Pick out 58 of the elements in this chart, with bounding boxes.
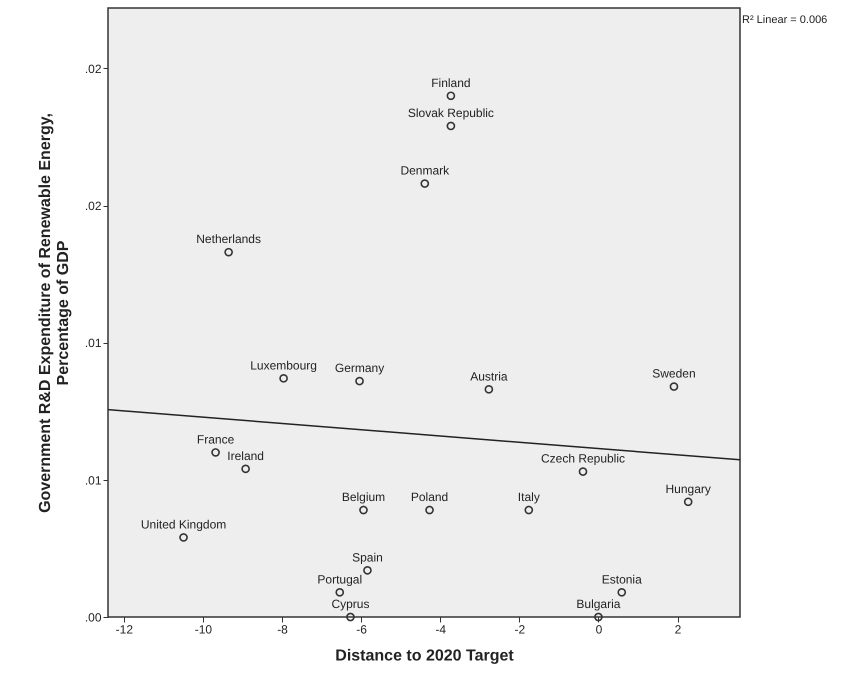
annotation: Spain <box>352 550 383 564</box>
y-tick-label: .02 <box>84 199 102 214</box>
x-tick-label: -8 <box>277 622 288 636</box>
point <box>617 588 626 597</box>
x-tick-label: -6 <box>356 622 368 636</box>
annotation: Poland <box>410 490 448 504</box>
annotation: France <box>196 432 235 446</box>
annotation: Sweden <box>652 366 696 381</box>
annotation: Finland <box>431 76 471 90</box>
y-axis-title: Government R&D Expenditure of Renewable Energy, Percentage of GDP <box>36 113 72 513</box>
annotation: Hungary <box>666 482 711 496</box>
annotation: Ireland <box>227 448 264 463</box>
annotation: Germany <box>334 361 384 376</box>
y-tick-label: .01 <box>84 336 102 350</box>
annotation: Bulgaria <box>576 597 621 611</box>
x-tick-label: -10 <box>194 622 212 636</box>
point <box>420 179 430 188</box>
point <box>484 384 494 394</box>
point <box>524 506 534 514</box>
point <box>578 467 588 476</box>
annotation: Cyprus <box>331 597 370 611</box>
point <box>179 533 188 542</box>
x-tick-label: -2 <box>514 622 526 636</box>
point <box>241 464 250 474</box>
annotation: Italy <box>518 490 540 504</box>
y-tick-label: .00 <box>84 610 102 624</box>
annotation: Netherlands <box>196 232 261 246</box>
annotation: Czech Republic <box>540 452 626 466</box>
point <box>446 122 456 130</box>
x-axis-title: Distance to 2020 Target <box>335 648 514 664</box>
point <box>279 374 288 383</box>
point <box>684 497 693 506</box>
annotation: Portugal <box>317 572 362 586</box>
x-tick-label: 0 <box>596 622 603 636</box>
point <box>224 248 233 256</box>
point <box>594 612 603 622</box>
point <box>355 376 364 386</box>
annotation: Belgium <box>342 490 386 504</box>
annotation: Estonia <box>602 572 642 586</box>
annotation: United Kingdom <box>140 517 226 532</box>
point <box>346 612 355 622</box>
annotation: Austria <box>470 369 508 384</box>
point <box>211 448 220 457</box>
y-tick-label: .01 <box>84 473 102 488</box>
x-tick-label: -12 <box>116 622 134 636</box>
y-tick-label: .02 <box>84 62 102 76</box>
x-tick-label: -4 <box>435 622 446 636</box>
point <box>446 91 456 100</box>
point <box>335 588 344 597</box>
annotation: Slovak Republic <box>408 106 494 120</box>
annotation: Denmark <box>400 164 450 178</box>
point <box>363 566 372 575</box>
point <box>425 506 434 514</box>
point <box>670 382 678 391</box>
point <box>359 506 368 514</box>
text: R² Linear = 0.006 <box>742 14 828 26</box>
annotation: Luxembourg <box>250 358 317 372</box>
x-tick-label: 2 <box>674 622 682 636</box>
